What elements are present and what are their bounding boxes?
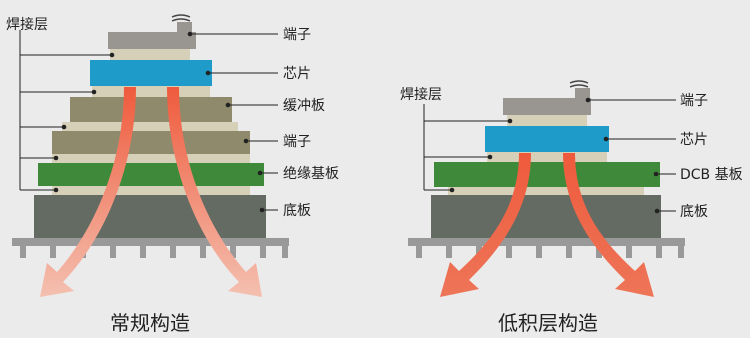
right-heat-arrow-2	[563, 153, 654, 297]
left-label-base-plate: 底板	[283, 203, 311, 219]
right-solder-layer-0	[507, 115, 587, 126]
right-layer-callouts	[585, 97, 676, 214]
right-terminal	[503, 98, 591, 115]
left-terminal-2	[52, 131, 250, 154]
right-base-plate	[431, 195, 661, 238]
right-solder-callout	[423, 104, 513, 193]
right-label-chip: 芯片	[680, 132, 708, 148]
left-caption: 常规构造	[110, 311, 190, 335]
left-diagram: 焊接层 端子 芯片 缓冲板 端子 绝缘基板 底板 常规构造	[6, 14, 339, 335]
right-solder-label: 焊接层	[400, 86, 442, 103]
left-layer-callouts	[187, 31, 278, 213]
left-heatsink	[12, 238, 289, 258]
right-solder-layer-1	[487, 152, 607, 162]
left-solder-layer-1	[92, 86, 210, 97]
right-chip	[485, 126, 609, 152]
left-solder-layer-4	[52, 186, 250, 195]
right-wire-break-icon	[569, 80, 589, 88]
right-caption: 低积层构造	[498, 311, 598, 335]
left-terminal-lead	[177, 22, 192, 34]
right-label-dcb-substrate: DCB 基板	[680, 166, 743, 183]
left-wire-break-icon	[171, 14, 191, 22]
left-label-chip: 芯片	[283, 66, 311, 82]
left-label-insulating-substrate: 绝缘基板	[283, 165, 339, 182]
left-heat-arrow-2	[167, 87, 262, 297]
left-solder-layer-3	[52, 154, 250, 163]
right-dcb-substrate	[434, 162, 660, 187]
right-diagram: 焊接层 端子 芯片 DCB 基板 底板 低积层构造	[400, 80, 743, 335]
left-label-buffer-plate: 缓冲板	[283, 98, 325, 114]
right-terminal-lead	[575, 88, 590, 100]
right-heat-arrow-1	[440, 153, 531, 297]
left-terminal	[108, 32, 196, 49]
left-solder-label: 焊接层	[6, 16, 48, 33]
right-label-terminal: 端子	[680, 93, 708, 109]
left-solder-layer-0	[110, 49, 190, 60]
left-buffer-plate	[70, 97, 232, 122]
left-solder-layer-2	[62, 122, 238, 131]
left-label-terminal-2: 端子	[283, 134, 311, 150]
left-base-plate	[34, 195, 266, 238]
right-solder-layer-2	[448, 187, 644, 195]
left-solder-callout	[19, 30, 115, 193]
left-chip	[90, 60, 212, 86]
right-heatsink	[408, 238, 685, 258]
left-label-terminal: 端子	[283, 27, 311, 43]
left-insulating-substrate	[38, 163, 264, 186]
left-heat-arrow-1	[40, 87, 136, 297]
right-label-base-plate: 底板	[680, 204, 708, 220]
